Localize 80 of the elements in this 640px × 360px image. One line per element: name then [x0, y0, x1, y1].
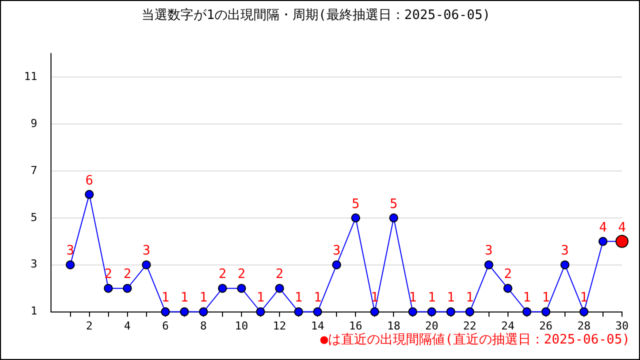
point: [294, 307, 304, 316]
y-tick-label: 1: [30, 304, 38, 318]
point: [408, 307, 418, 316]
point: [275, 284, 284, 293]
data-label: 1: [161, 290, 170, 306]
point: [256, 307, 266, 316]
point: [236, 284, 246, 293]
data-label: 1: [428, 290, 436, 306]
y-tick-label: 9: [30, 116, 38, 130]
point: [351, 213, 360, 222]
x-tick-label: 26: [539, 319, 553, 332]
point: [180, 307, 189, 316]
x-tick-label: 6: [162, 319, 169, 332]
point: [427, 307, 436, 316]
point: [370, 307, 380, 316]
x-tick-label: 22: [463, 319, 476, 332]
point: [446, 307, 456, 316]
point: [218, 284, 227, 293]
data-label: 2: [276, 267, 284, 282]
data-label: 2: [123, 267, 132, 282]
point: [522, 307, 532, 316]
data-label: 2: [238, 267, 246, 282]
data-label: 5: [352, 196, 360, 212]
x-tick-label: 20: [425, 319, 438, 332]
y-tick-label: 11: [24, 70, 38, 83]
point: [104, 284, 113, 293]
data-label: 1: [522, 290, 531, 306]
x-tick-label: 14: [310, 319, 325, 332]
point: [198, 307, 208, 316]
data-label: 3: [142, 244, 150, 259]
data-label: 3: [66, 244, 74, 259]
point: [465, 307, 474, 316]
point: [579, 307, 588, 316]
data-label: 3: [561, 244, 569, 259]
point: [160, 307, 170, 316]
data-label: 1: [466, 290, 474, 306]
data-label: 1: [314, 290, 322, 306]
x-tick-label: 8: [200, 319, 207, 332]
y-tick-label: 7: [30, 164, 38, 177]
x-tick-label: 4: [124, 319, 132, 332]
data-label: 1: [542, 290, 550, 306]
data-label: 1: [294, 290, 302, 306]
chart-title: 当選数字が1の出現間隔・周期(最終抽選日：2025-06-05): [142, 7, 490, 24]
data-label: 2: [218, 267, 226, 282]
point: [560, 260, 570, 270]
data-label: 3: [484, 244, 493, 259]
y-tick-label: 5: [30, 210, 38, 224]
x-tick-label: 12: [272, 319, 286, 332]
y-tick-label: 3: [30, 258, 38, 271]
data-label: 1: [200, 290, 208, 306]
x-tick-label: 24: [501, 319, 515, 332]
data-label: 2: [504, 267, 512, 282]
point: [84, 190, 94, 199]
x-tick-label: 16: [349, 319, 362, 332]
data-label: 1: [446, 290, 455, 306]
point: [598, 236, 608, 246]
data-label: 4: [599, 220, 608, 236]
x-tick-label: 30: [615, 319, 629, 332]
data-label: 4: [618, 220, 626, 236]
point: [66, 260, 75, 270]
text: ●は直近の出現間隔値(直近の抽選日：2025-06-05): [320, 332, 630, 348]
point: [503, 284, 512, 293]
point: [122, 284, 132, 293]
data-label: 1: [180, 290, 188, 306]
data-label: 6: [85, 173, 94, 188]
data-label: 5: [390, 196, 398, 212]
x-tick-label: 18: [387, 319, 400, 332]
point: [332, 260, 342, 270]
data-label: 1: [256, 290, 264, 306]
data-label: 1: [408, 290, 417, 306]
x-tick-label: 2: [86, 319, 93, 332]
point: [389, 213, 398, 222]
point: [484, 260, 494, 270]
point: [541, 307, 550, 316]
data-label: 1: [580, 290, 588, 306]
point: [313, 307, 322, 316]
x-tick-label: 28: [577, 319, 591, 332]
point: [142, 260, 151, 270]
data-label: 3: [332, 244, 341, 259]
x-tick-label: 10: [234, 319, 248, 332]
